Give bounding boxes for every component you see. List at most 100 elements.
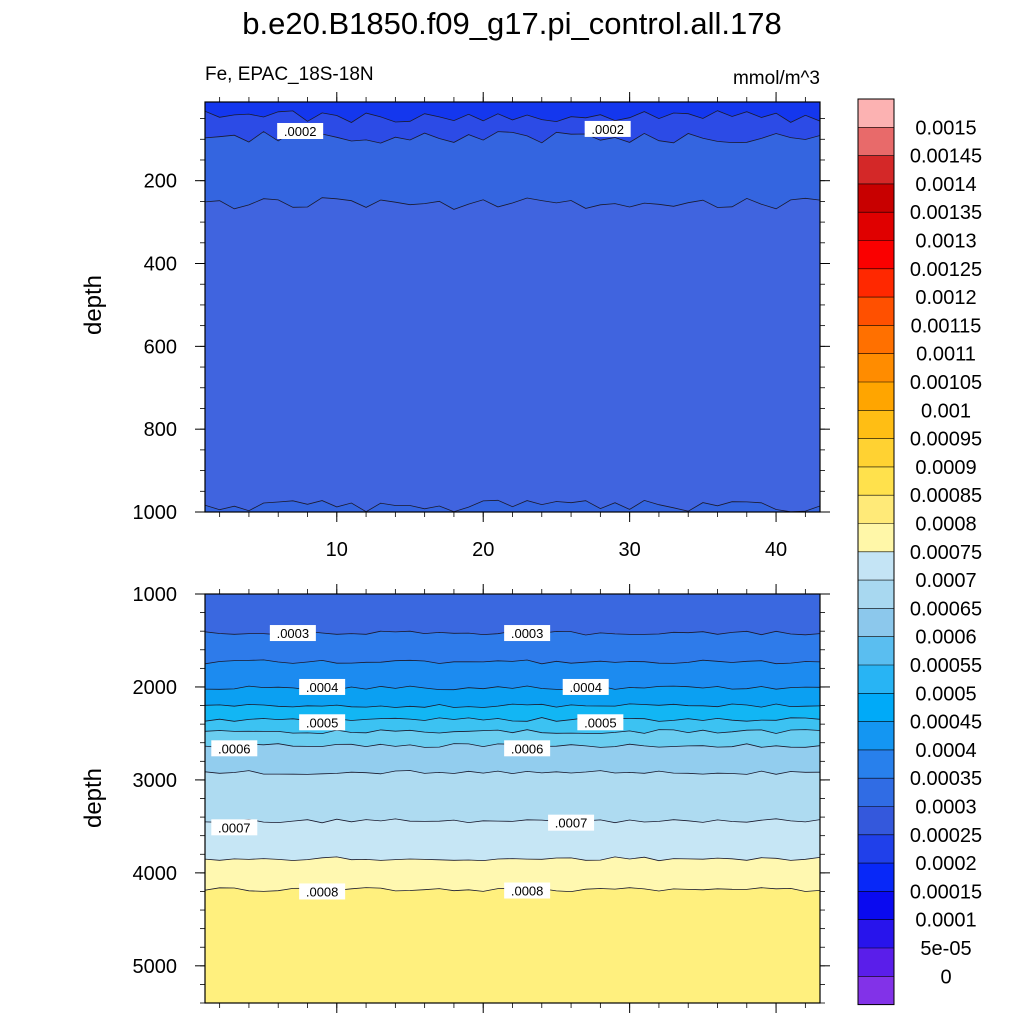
contour-label-box bbox=[562, 678, 609, 695]
contour-line bbox=[205, 659, 820, 665]
colorbar-label: 0.00125 bbox=[910, 259, 982, 281]
colorbar-label: 0.00075 bbox=[910, 542, 982, 564]
contour-label-box bbox=[299, 883, 346, 900]
contour-line bbox=[205, 499, 820, 512]
contour-band bbox=[205, 729, 820, 748]
contour-band bbox=[205, 818, 820, 861]
contour-band bbox=[205, 631, 820, 664]
contour-label: .0007 bbox=[218, 820, 251, 835]
y-tick-label: 1000 bbox=[133, 584, 178, 606]
colorbar-label: 5e-05 bbox=[920, 938, 971, 960]
colorbar-swatch bbox=[858, 693, 894, 722]
colorbar-swatch bbox=[858, 806, 894, 836]
colorbar-swatch bbox=[858, 466, 894, 496]
units-label: mmol/m^3 bbox=[732, 68, 820, 89]
contour-line bbox=[205, 818, 820, 824]
colorbar-swatch bbox=[858, 551, 894, 581]
colorbar-swatch bbox=[858, 410, 894, 439]
colorbar-label: 0.00105 bbox=[910, 372, 982, 394]
colorbar-label: 0.0012 bbox=[915, 287, 976, 309]
contour-label: .0005 bbox=[306, 715, 339, 730]
contour-label: .0004 bbox=[306, 680, 339, 695]
colorbar-label: 0.00015 bbox=[910, 881, 982, 903]
contour-label-box bbox=[211, 740, 258, 757]
colorbar-swatch bbox=[858, 240, 894, 270]
contour-band bbox=[205, 594, 820, 635]
colorbar-label: 0.00045 bbox=[910, 712, 982, 734]
colorbar-swatch bbox=[858, 976, 894, 1005]
upper-contour-panel: .0002 .0002 200 400 600 800 1000 10 20 30 40 depth bbox=[80, 92, 830, 561]
contour-line bbox=[205, 729, 820, 735]
contour-label-box bbox=[269, 625, 316, 642]
x-tick-label: 40 bbox=[765, 539, 787, 561]
colorbar-label: 0.00035 bbox=[910, 768, 982, 790]
contour-label: .0002 bbox=[284, 124, 317, 139]
y-tick-label: 3000 bbox=[133, 770, 178, 792]
y-tick-label: 400 bbox=[144, 254, 177, 276]
colorbar-swatch bbox=[858, 438, 894, 468]
contour-band bbox=[205, 743, 820, 775]
contour-band bbox=[205, 500, 820, 512]
contour-line bbox=[205, 110, 820, 123]
contour-label-box bbox=[299, 714, 346, 731]
colorbar-label: 0.001 bbox=[921, 400, 971, 422]
contour-label: .0008 bbox=[306, 884, 339, 899]
colorbar-label: 0.00135 bbox=[910, 202, 982, 224]
colorbar-label: 0.0007 bbox=[915, 570, 976, 592]
lower-contour-panel: .0003 .0003 .0004 .0004 .0005 .0005 .0006 .0006… bbox=[80, 584, 830, 1013]
colorbar-label: 0.0011 bbox=[916, 344, 976, 366]
contour-label-box bbox=[504, 882, 551, 899]
colorbar-label: 0.00025 bbox=[910, 825, 982, 847]
colorbar-swatch bbox=[858, 580, 894, 609]
colorbar-swatch bbox=[858, 127, 894, 156]
colorbar-swatch bbox=[858, 353, 894, 383]
x-tick-label: 30 bbox=[619, 539, 641, 561]
colorbar-swatch bbox=[858, 834, 894, 864]
contour-line bbox=[205, 197, 820, 210]
contour-band bbox=[205, 659, 820, 690]
colorbar-swatch bbox=[858, 636, 894, 666]
contour-band bbox=[205, 110, 820, 144]
contour-label-box bbox=[299, 678, 346, 695]
contour-band bbox=[205, 703, 820, 722]
contour-band bbox=[205, 770, 820, 823]
colorbar-label: 0.0004 bbox=[915, 740, 976, 762]
y-tick-label: 4000 bbox=[133, 863, 178, 885]
chart-title: b.e20.B1850.f09_g17.pi_control.all.178 bbox=[242, 6, 782, 41]
contour-label-box bbox=[504, 625, 551, 642]
contour-label: .0007 bbox=[555, 816, 588, 831]
contour-label: .0006 bbox=[511, 741, 544, 756]
contour-line bbox=[205, 770, 820, 775]
colorbar-swatch bbox=[858, 863, 894, 892]
contour-label-box bbox=[548, 814, 595, 831]
x-tick-label: 20 bbox=[472, 539, 494, 561]
colorbar-swatch bbox=[858, 297, 894, 326]
y-tick-label: 200 bbox=[144, 171, 177, 193]
colorbar-swatch bbox=[858, 183, 894, 213]
colorbar-swatch bbox=[858, 948, 894, 977]
contour-label: .0006 bbox=[218, 741, 251, 756]
y-tick-label: 5000 bbox=[133, 956, 178, 978]
colorbar-label: 0.0015 bbox=[915, 117, 976, 139]
colorbar-label: 0.0003 bbox=[915, 797, 976, 819]
contour-label: .0003 bbox=[277, 626, 310, 641]
colorbar-label: 0.0001 bbox=[915, 910, 976, 932]
y-tick-label: 600 bbox=[144, 336, 177, 358]
colorbar-swatch bbox=[858, 99, 894, 128]
colorbar-swatch bbox=[858, 495, 894, 524]
colorbar-label: 0.0014 bbox=[915, 174, 976, 196]
contour-band bbox=[205, 686, 820, 708]
colorbar-swatch bbox=[858, 919, 894, 949]
contour-band bbox=[205, 131, 820, 210]
y-axis-label: depth bbox=[80, 768, 107, 828]
colorbar-swatch bbox=[858, 665, 894, 694]
colorbar-swatch bbox=[858, 268, 894, 298]
colorbar-label: 0.00095 bbox=[910, 429, 982, 451]
contour-label-box bbox=[277, 122, 324, 139]
colorbar-label: 0.00145 bbox=[910, 146, 982, 168]
colorbar-label: 0.00115 bbox=[911, 315, 982, 337]
colorbar-label: 0.00065 bbox=[910, 598, 982, 620]
colorbar-swatch bbox=[858, 608, 894, 637]
colorbar-swatch bbox=[858, 891, 894, 920]
